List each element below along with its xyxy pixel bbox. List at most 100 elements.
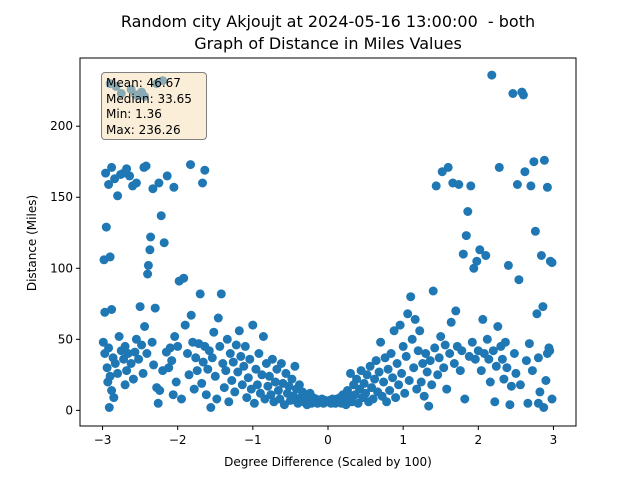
data-point-65 xyxy=(192,366,202,376)
data-point-199 xyxy=(394,380,404,390)
data-point-245 xyxy=(463,207,473,216)
data-point-277 xyxy=(511,368,521,378)
data-point-84 xyxy=(221,366,231,376)
data-point-22 xyxy=(123,349,133,358)
data-point-283 xyxy=(520,167,530,177)
data-point-61 xyxy=(186,310,196,320)
data-point-294 xyxy=(536,251,546,260)
data-point-241 xyxy=(457,346,467,356)
data-point-5 xyxy=(98,337,108,347)
data-point-98 xyxy=(242,393,252,403)
data-point-112 xyxy=(263,381,273,391)
data-point-214 xyxy=(416,377,426,387)
data-point-53 xyxy=(171,377,181,387)
data-point-117 xyxy=(270,377,280,387)
data-point-255 xyxy=(478,314,488,324)
data-point-220 xyxy=(425,356,435,366)
data-point-197 xyxy=(391,393,401,403)
data-point-36 xyxy=(145,245,155,255)
data-point-225 xyxy=(433,370,443,380)
data-point-91 xyxy=(231,340,241,350)
data-point-301 xyxy=(547,394,557,404)
data-point-234 xyxy=(446,317,456,327)
data-point-63 xyxy=(189,384,199,394)
x-tick-label: −2 xyxy=(169,433,187,447)
data-point-103 xyxy=(249,398,259,408)
data-point-268 xyxy=(497,354,507,364)
data-point-306 xyxy=(547,258,557,268)
data-point-261 xyxy=(487,70,497,80)
data-point-289 xyxy=(529,157,539,167)
data-point-81 xyxy=(216,289,226,299)
data-point-298 xyxy=(542,182,552,192)
data-point-133 xyxy=(294,380,304,390)
data-point-96 xyxy=(239,361,249,371)
data-point-222 xyxy=(428,286,438,296)
data-point-191 xyxy=(382,397,392,407)
data-point-42 xyxy=(153,398,163,408)
data-point-167 xyxy=(346,368,355,378)
data-point-177 xyxy=(361,388,371,398)
data-point-39 xyxy=(149,360,159,370)
data-point-8 xyxy=(102,363,112,373)
data-point-305 xyxy=(545,346,555,356)
data-point-216 xyxy=(419,391,429,401)
data-point-295 xyxy=(538,302,548,312)
data-point-126 xyxy=(284,381,294,391)
data-point-326 xyxy=(200,165,210,175)
data-point-86 xyxy=(224,397,234,407)
data-point-290 xyxy=(530,226,540,236)
data-point-237 xyxy=(451,306,461,316)
data-point-217 xyxy=(421,349,431,358)
data-point-88 xyxy=(227,376,237,385)
data-point-253 xyxy=(475,245,485,255)
data-point-307 xyxy=(101,168,111,178)
data-point-38 xyxy=(147,337,157,347)
data-point-292 xyxy=(533,353,543,363)
data-point-324 xyxy=(186,160,195,170)
data-point-50 xyxy=(167,356,177,366)
data-point-224 xyxy=(431,181,441,191)
data-point-297 xyxy=(541,376,551,385)
data-point-260 xyxy=(485,377,495,387)
y-tick-label: 200 xyxy=(50,119,73,133)
data-point-303 xyxy=(539,403,549,412)
data-point-29 xyxy=(135,302,145,312)
data-point-286 xyxy=(524,339,534,349)
chart-subtitle: Graph of Distance in Miles Values xyxy=(194,34,462,53)
data-point-210 xyxy=(410,314,420,324)
data-point-16 xyxy=(113,368,123,378)
data-point-323 xyxy=(169,182,179,192)
data-point-94 xyxy=(236,351,246,361)
data-point-215 xyxy=(418,359,428,368)
data-point-249 xyxy=(469,263,479,273)
data-point-236 xyxy=(449,359,459,368)
data-point-282 xyxy=(518,90,528,100)
data-point-200 xyxy=(395,320,405,330)
data-point-121 xyxy=(276,359,286,368)
data-point-48 xyxy=(164,363,174,373)
data-point-54 xyxy=(173,341,183,351)
data-point-97 xyxy=(240,341,250,351)
data-point-68 xyxy=(197,378,207,388)
data-point-89 xyxy=(228,357,238,367)
data-point-308 xyxy=(104,180,114,189)
data-point-272 xyxy=(503,260,513,270)
data-point-193 xyxy=(385,386,395,395)
x-tick-label: 1 xyxy=(399,433,407,447)
data-point-309 xyxy=(107,162,117,172)
data-point-49 xyxy=(165,343,175,353)
data-point-75 xyxy=(207,353,217,363)
data-point-43 xyxy=(155,386,165,395)
data-point-35 xyxy=(143,260,153,270)
data-point-269 xyxy=(499,374,509,384)
data-point-189 xyxy=(379,377,389,387)
data-point-108 xyxy=(257,370,267,380)
data-point-46 xyxy=(159,238,169,248)
data-point-51 xyxy=(168,390,178,400)
data-point-57 xyxy=(179,273,189,283)
data-point-40 xyxy=(150,303,160,313)
data-point-34 xyxy=(143,269,153,279)
data-point-178 xyxy=(362,370,372,380)
